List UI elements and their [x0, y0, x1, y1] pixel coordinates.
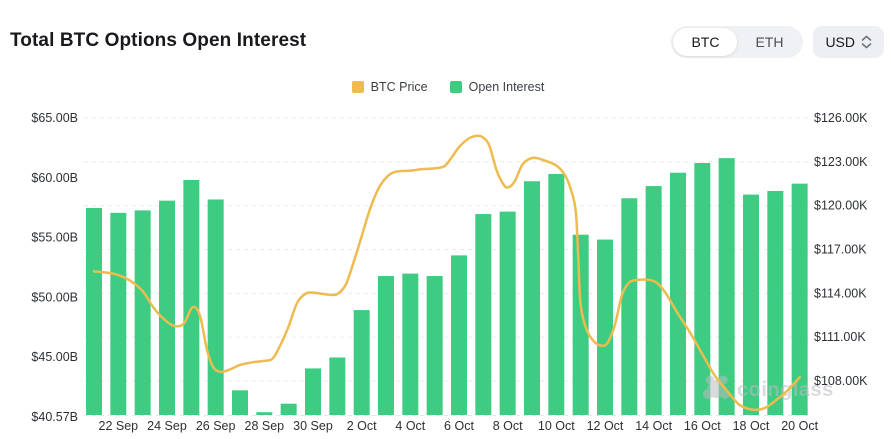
left-axis-label: $65.00B — [31, 111, 78, 125]
btc-price-line — [92, 134, 801, 412]
asset-toggle-btc[interactable]: BTC — [673, 28, 738, 56]
open-interest-bar[interactable] — [207, 199, 224, 415]
x-axis-label: 16 Oct — [684, 419, 721, 433]
right-axis-label: $108.00K — [814, 374, 868, 388]
legend-item-open-interest[interactable]: Open Interest — [449, 80, 545, 94]
open-interest-bar[interactable] — [256, 412, 273, 415]
x-axis-label: 6 Oct — [444, 419, 474, 433]
left-axis-label: $55.00B — [31, 231, 78, 245]
open-interest-bar[interactable] — [86, 207, 102, 415]
open-interest-bar[interactable] — [450, 255, 467, 415]
open-interest-bar[interactable] — [548, 173, 565, 415]
btc-price-swatch-icon — [351, 81, 364, 93]
open-interest-bar[interactable] — [231, 390, 248, 415]
legend-label-open-interest: Open Interest — [468, 80, 545, 94]
open-interest-bar[interactable] — [475, 214, 492, 415]
x-axis-label: 14 Oct — [635, 419, 672, 433]
chart-legend: BTC Price Open Interest — [86, 80, 810, 94]
open-interest-bar[interactable] — [742, 194, 759, 415]
right-axis-label: $111.00K — [814, 330, 866, 344]
open-interest-bar[interactable] — [669, 172, 686, 415]
open-interest-bar[interactable] — [694, 162, 711, 415]
open-interest-bar[interactable] — [621, 198, 638, 415]
currency-select-value: USD — [825, 34, 855, 50]
x-axis-label: 8 Oct — [493, 419, 523, 433]
coinglass-watermark-text: coinglass — [737, 379, 834, 401]
left-axis-label: $60.00B — [31, 171, 78, 185]
x-axis-label: 22 Sep — [99, 419, 139, 433]
x-axis-label: 2 Oct — [347, 419, 377, 433]
asset-toggle-eth[interactable]: ETH — [737, 28, 801, 56]
open-interest-bar[interactable] — [791, 183, 808, 415]
open-interest-bar[interactable] — [523, 181, 540, 415]
x-axis-label: 10 Oct — [538, 419, 575, 433]
open-interest-swatch-icon — [449, 81, 462, 93]
x-axis-label: 12 Oct — [587, 419, 624, 433]
open-interest-bar[interactable] — [110, 212, 127, 415]
x-axis-label: 28 Sep — [245, 419, 285, 433]
open-interest-bar[interactable] — [353, 310, 370, 415]
open-interest-bar[interactable] — [402, 273, 419, 415]
right-axis-label: $117.00K — [814, 243, 867, 257]
right-axis-label: $114.00K — [814, 286, 867, 300]
coinglass-watermark: coinglass — [703, 375, 834, 401]
open-interest-bar[interactable] — [280, 403, 297, 415]
open-interest-bar[interactable] — [134, 210, 151, 415]
legend-item-btc-price[interactable]: BTC Price — [351, 80, 428, 94]
open-interest-bar[interactable] — [183, 180, 200, 415]
x-axis-label: 18 Oct — [733, 419, 770, 433]
x-axis-label: 4 Oct — [395, 419, 425, 433]
x-axis-label: 26 Sep — [196, 419, 236, 433]
left-axis-label: $45.00B — [31, 350, 78, 364]
open-interest-bar[interactable] — [377, 276, 394, 415]
left-axis-label: $50.00B — [31, 290, 78, 304]
open-interest-bar[interactable] — [158, 200, 175, 415]
asset-toggle: BTC ETH — [671, 26, 804, 58]
right-axis-label: $126.00K — [814, 111, 868, 125]
open-interest-bar[interactable] — [645, 186, 662, 415]
left-axis-label: $40.57B — [31, 410, 78, 424]
currency-select[interactable]: USD — [813, 26, 884, 58]
page-title: Total BTC Options Open Interest — [10, 30, 307, 51]
open-interest-bar[interactable] — [596, 239, 613, 415]
x-axis-label: 20 Oct — [781, 419, 818, 433]
right-axis-label: $123.00K — [814, 155, 868, 169]
open-interest-bar[interactable] — [718, 158, 735, 415]
x-axis-label: 30 Sep — [293, 419, 333, 433]
open-interest-bar[interactable] — [304, 368, 321, 415]
right-axis-label: $120.00K — [814, 199, 868, 213]
open-interest-bar[interactable] — [572, 234, 589, 415]
open-interest-bar[interactable] — [329, 357, 346, 415]
unfold-chevrons-icon — [861, 34, 872, 50]
chart-controls: BTC ETH USD — [671, 26, 884, 58]
x-axis-label: 24 Sep — [147, 419, 187, 433]
open-interest-bar[interactable] — [499, 211, 516, 415]
open-interest-bar[interactable] — [426, 276, 443, 415]
legend-label-btc-price: BTC Price — [370, 80, 428, 94]
open-interest-bar[interactable] — [767, 190, 784, 415]
